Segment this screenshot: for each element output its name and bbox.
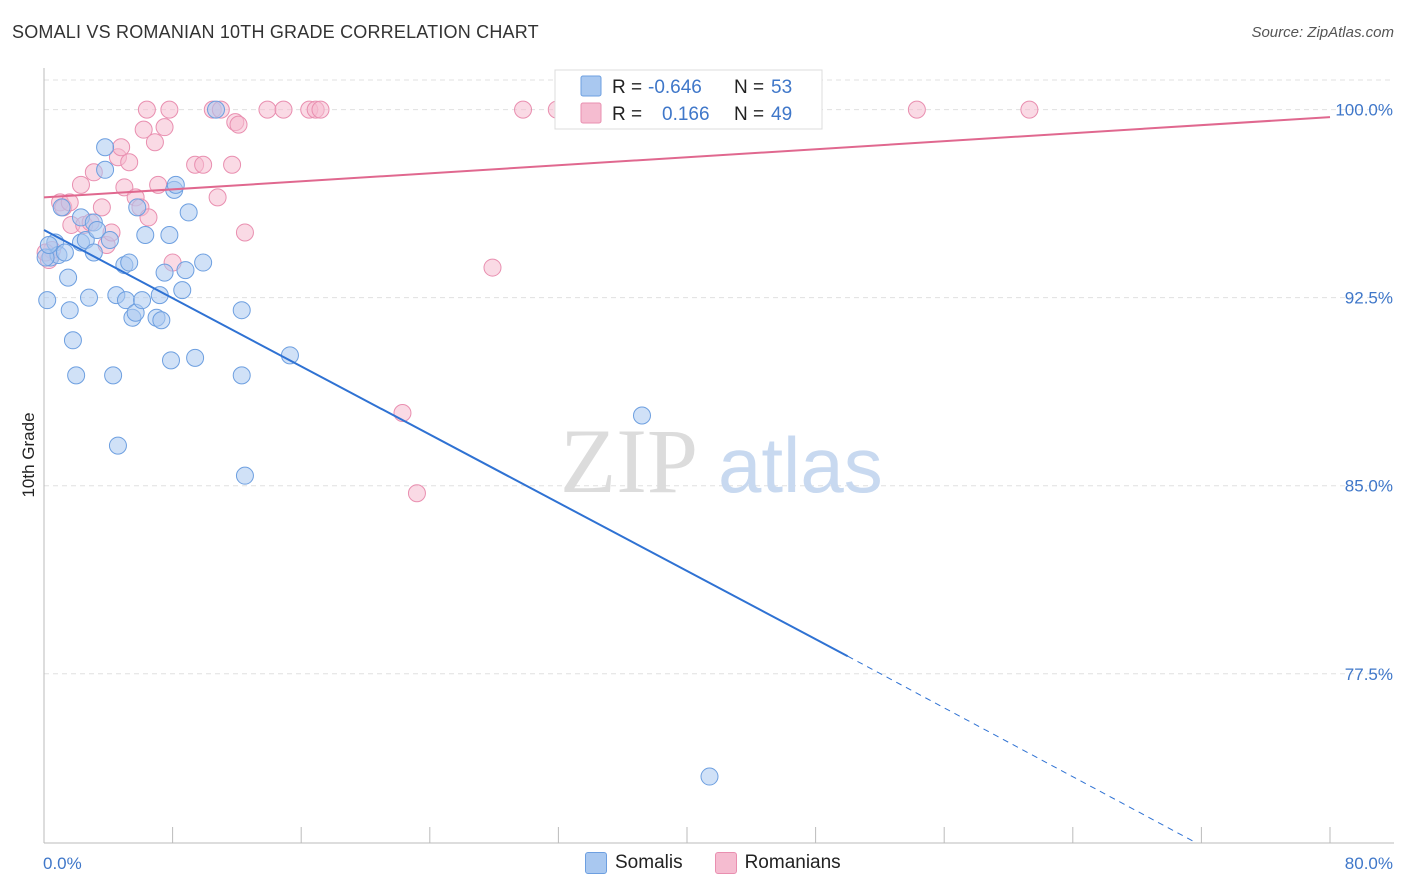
somali-point [232, 366, 251, 385]
romanian-point [112, 138, 131, 157]
romanian-point [258, 100, 277, 119]
somali-point [59, 268, 78, 287]
somali-point [96, 160, 115, 179]
somali-point [38, 291, 57, 310]
somali-point [67, 366, 86, 385]
legend-somali-r-value: -0.646 [648, 77, 702, 98]
legend-romanian-n-label: N = [734, 104, 764, 125]
somali-point [700, 767, 719, 786]
watermark-atlas: atlas [718, 421, 883, 509]
somali-point [207, 100, 226, 119]
tick-labels: 100.0% 92.5% 85.0% 77.5% 0.0% 80.0% [43, 101, 1393, 873]
legend-item-romanians[interactable]: Romanians [714, 852, 841, 874]
somali-point [632, 406, 651, 425]
watermark-zip: ZIP [560, 410, 698, 512]
romanian-point [311, 100, 330, 119]
somali-point [120, 253, 139, 272]
romanian-point [274, 100, 293, 119]
somali-point [160, 225, 179, 244]
somali-point [173, 281, 192, 300]
romanian-point [514, 100, 533, 119]
romanian-point [235, 223, 254, 242]
somali-point [60, 301, 79, 320]
romanian-point [194, 155, 213, 174]
y-tick-label-0: 100.0% [1335, 101, 1393, 120]
series-legend: Somalis Romanians [585, 852, 861, 874]
somali-point [39, 236, 58, 255]
romanian-trend-line [43, 116, 1331, 199]
legend-swatch-somali [580, 75, 602, 97]
romanian-point [139, 208, 158, 227]
somali-point [179, 203, 198, 222]
legend-item-somalis[interactable]: Somalis [585, 852, 683, 874]
romanian-point [907, 100, 926, 119]
somali-point [104, 366, 123, 385]
legend-swatch-romanian [580, 102, 602, 124]
trend-lines [43, 116, 1331, 844]
somali-point [235, 466, 254, 485]
y-tick-label-3: 77.5% [1345, 665, 1393, 684]
romanians-swatch [714, 852, 737, 874]
romanian-point [134, 120, 153, 139]
romanian-point [155, 118, 174, 137]
romanian-point [407, 484, 426, 503]
legend-romanian-n-value: 49 [771, 104, 792, 125]
romanians-label: Romanians [744, 852, 841, 873]
legend-romanian-r-value: 0.166 [662, 104, 710, 125]
x-tick-label-max: 80.0% [1345, 854, 1393, 873]
legend-somali-n-value: 53 [771, 77, 792, 98]
somali-point [136, 225, 155, 244]
romanian-point [120, 153, 139, 172]
somali-point [232, 301, 251, 320]
somali-point [96, 138, 115, 157]
somali-trend-extension [847, 655, 1197, 844]
somali-point [133, 291, 152, 310]
correlation-legend: R = -0.646 N = 53 R = 0.166 N = 49 [554, 69, 823, 130]
somali-point [88, 220, 107, 239]
somali-point [176, 261, 195, 280]
x-tick-label-min: 0.0% [43, 854, 82, 873]
romanian-point [71, 175, 90, 194]
somali-point [128, 198, 147, 217]
y-tick-label-1: 92.5% [1345, 289, 1393, 308]
source-credit: Source: ZipAtlas.com [1251, 24, 1394, 41]
chart-title: SOMALI VS ROMANIAN 10TH GRADE CORRELATIO… [12, 22, 539, 42]
somali-trend-line [43, 229, 849, 658]
somali-point [63, 331, 82, 350]
somali-point [55, 243, 74, 262]
somali-point [108, 436, 127, 455]
somalis-label: Somalis [615, 852, 683, 873]
romanian-point [160, 100, 179, 119]
somali-point [166, 175, 185, 194]
somali-point [80, 288, 99, 307]
romanian-point [483, 258, 502, 277]
somali-point [161, 351, 180, 370]
romanian-point [92, 198, 111, 217]
somali-point [155, 263, 174, 282]
somalis-swatch [585, 852, 607, 874]
romanian-point [208, 188, 227, 207]
romanian-point [223, 155, 242, 174]
somali-point [100, 230, 119, 249]
romanian-point [145, 133, 164, 152]
somali-point [52, 198, 71, 217]
somali-point [186, 348, 205, 367]
romanian-point [137, 100, 156, 119]
romanian-points [36, 100, 1039, 503]
legend-somali-r-label: R = [612, 77, 642, 98]
legend-somali-n-label: N = [734, 77, 764, 98]
romanian-point [229, 115, 248, 134]
y-axis-label: 10th Grade [19, 412, 38, 497]
legend-romanian-r-label: R = [612, 104, 642, 125]
somali-point [152, 311, 171, 330]
y-tick-label-2: 85.0% [1345, 477, 1393, 496]
romanian-point [1020, 100, 1039, 119]
somali-point [194, 253, 213, 272]
